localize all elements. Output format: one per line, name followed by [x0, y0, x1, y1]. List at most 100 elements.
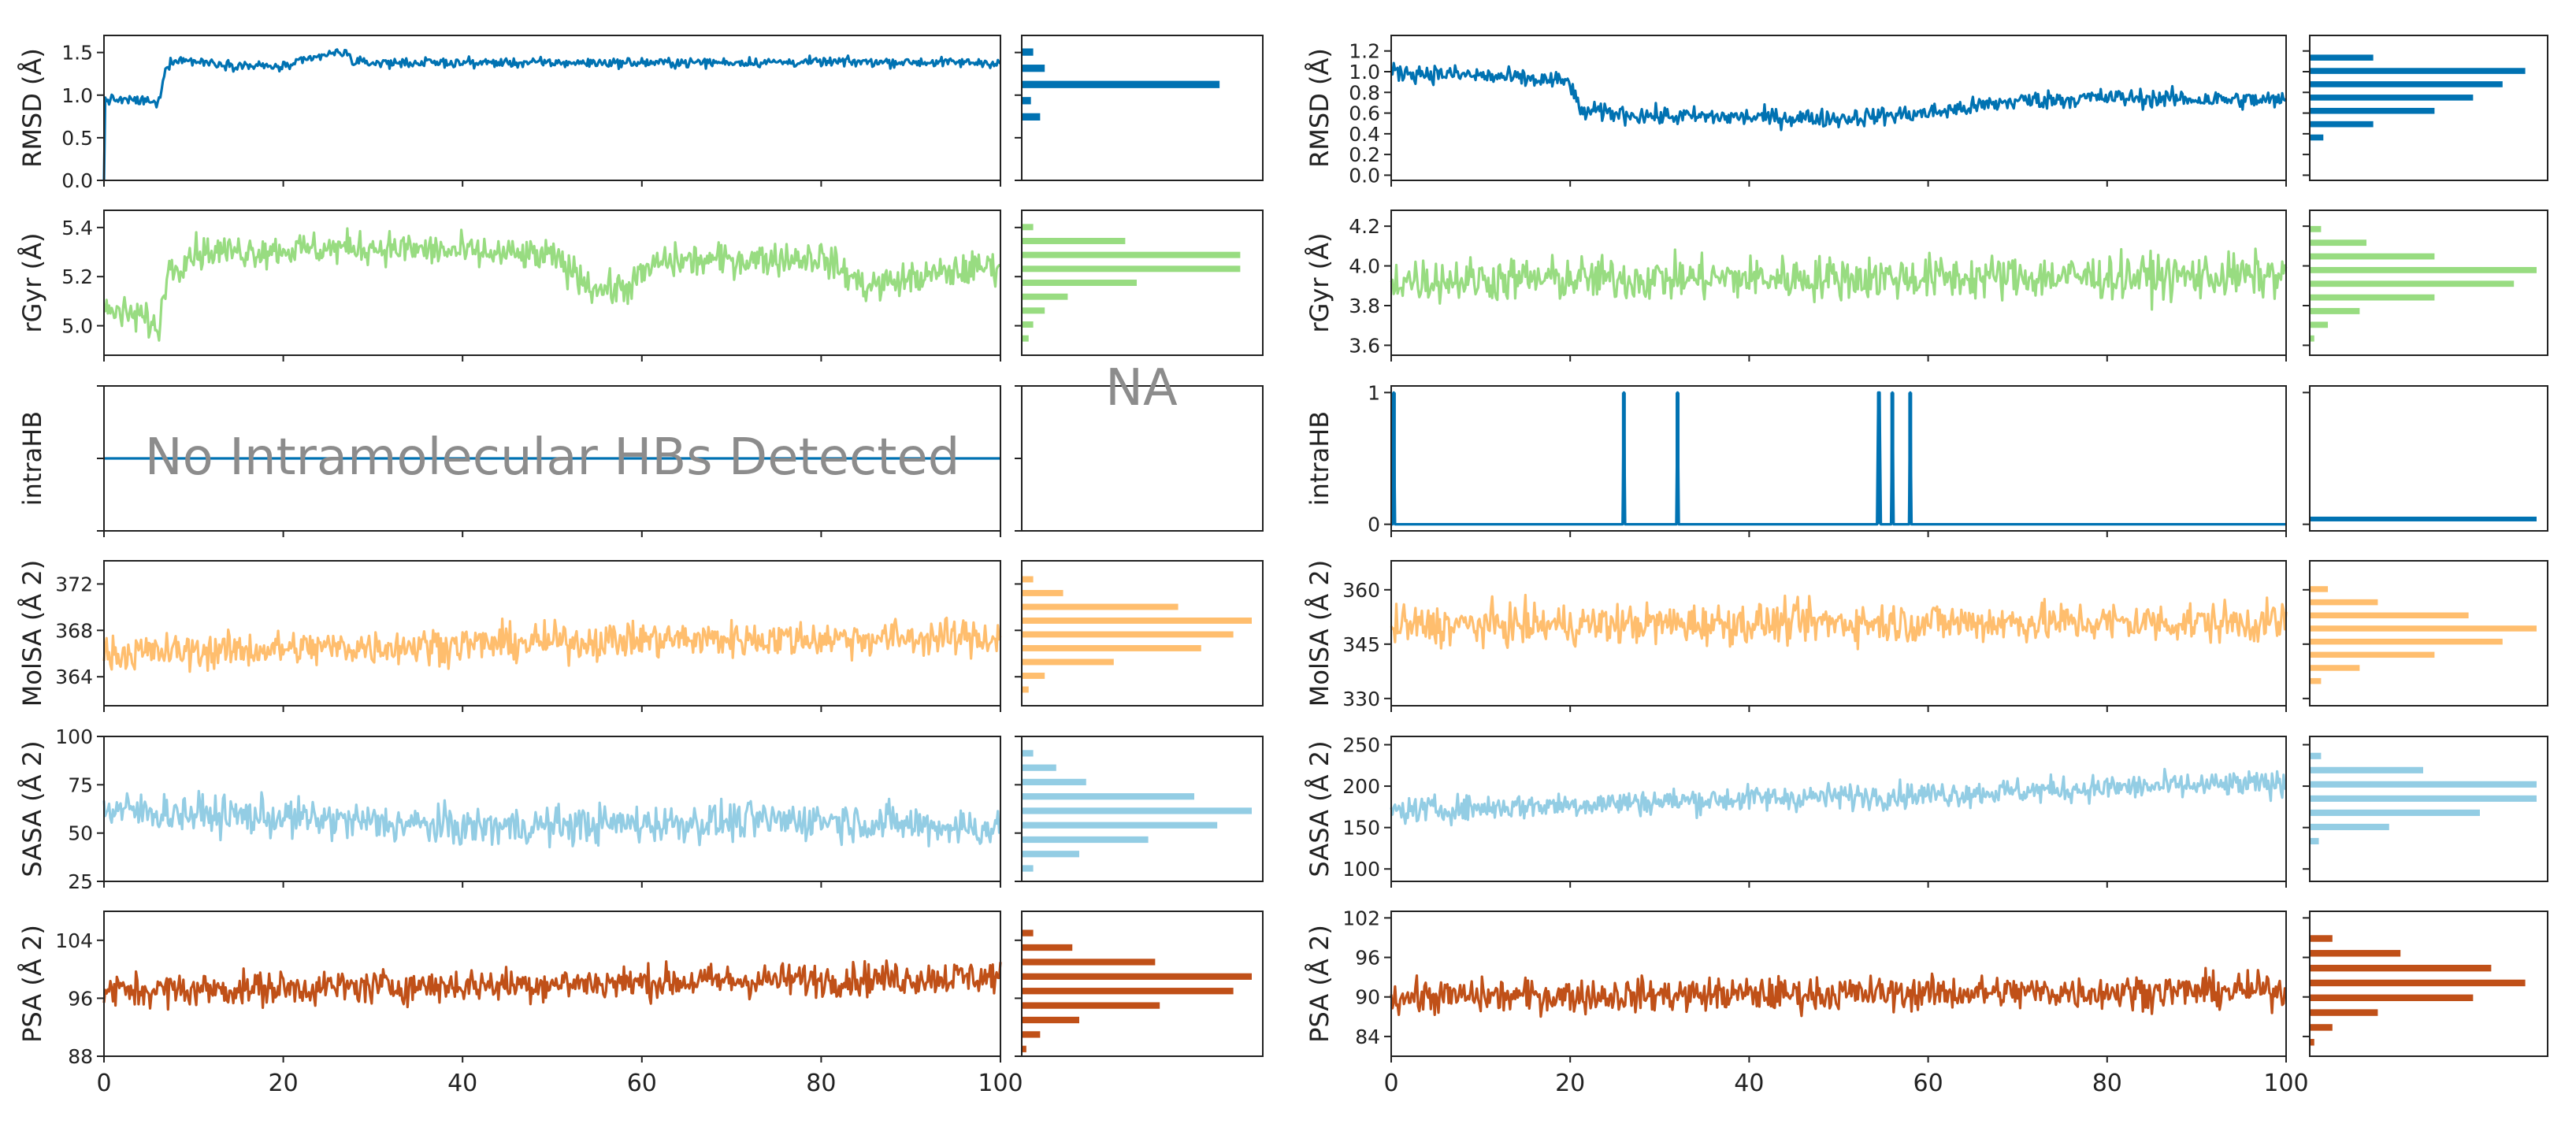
- rmsd-hist-bar: [1022, 65, 1045, 72]
- molsa-axes-frame: [1390, 560, 2287, 707]
- x-tick-label: 0: [96, 1070, 111, 1097]
- sasa-hist-bar: [1022, 822, 1218, 829]
- rgyr-hist-bar: [1022, 321, 1034, 328]
- y-tick-label: 4.2: [1349, 215, 1380, 238]
- psa-hist-bar: [1022, 973, 1252, 980]
- molsa-y-axis-label: MolSA (Å 2): [17, 560, 47, 707]
- rmsd-hist-bar: [2310, 121, 2374, 128]
- rgyr-hist-bar: [1022, 265, 1241, 273]
- molsa-y-axis-label: MolSA (Å 2): [1305, 560, 1334, 707]
- sasa-y-axis-label: SASA (Å 2): [1305, 740, 1334, 877]
- rgyr-hist-bar: [2310, 239, 2366, 247]
- molsa-hist-bar: [1022, 673, 1045, 679]
- rgyr-hist-bar: [1022, 335, 1029, 342]
- y-tick-label: 0.6: [1349, 102, 1380, 125]
- y-tick-label: 372: [55, 573, 93, 595]
- sasa-hist-bar: [2310, 781, 2537, 788]
- psa-axes-frame: [103, 911, 1001, 1057]
- y-tick-label: 0.4: [1349, 123, 1380, 146]
- row-psa: 84 90 96 102 PSA (Å 2): [1305, 907, 2548, 1063]
- y-tick-label: 364: [55, 666, 93, 688]
- sasa-hist-bar: [2310, 752, 2322, 759]
- y-tick-label: 150: [1342, 817, 1380, 840]
- y-tick-label: 1: [1368, 381, 1380, 404]
- row-sasa: 25 50 75 100 SASA (Å 2): [17, 725, 1264, 893]
- y-tick-label: 1.0: [61, 84, 93, 107]
- row-molsa: 364 368 372 MolSA (Å 2): [17, 560, 1264, 712]
- rgyr-hist-bar: [1022, 224, 1034, 231]
- rgyr-y-axis-label: rGyr (Å): [17, 232, 47, 332]
- molsa-hist-bar: [1022, 618, 1252, 624]
- psa-hist-bar: [2310, 1024, 2333, 1031]
- molsa-hist-bar: [1022, 686, 1029, 693]
- y-tick-label: 0.2: [1349, 143, 1380, 166]
- rgyr-hist-bar: [2310, 308, 2360, 314]
- panel-left: 0.0 0.5 1.0 1.5 RMSD (Å) 5.0 5.2 5.4 rGyr (Å) int…: [17, 35, 1264, 1097]
- molsa-hist-bar: [1022, 603, 1179, 610]
- rmsd-hist-frame: [2309, 35, 2548, 181]
- rgyr-hist-frame: [2309, 210, 2548, 356]
- psa-hist-bar: [1022, 1002, 1160, 1009]
- y-tick-label: 84: [1355, 1026, 1380, 1048]
- x-tick-label: 0: [1383, 1070, 1398, 1097]
- molsa-axes-frame: [103, 560, 1001, 707]
- y-tick-label: 368: [55, 619, 93, 642]
- y-tick-label: 330: [1342, 688, 1380, 710]
- row-sasa: 100 150 200 250 SASA (Å 2): [1305, 734, 2548, 888]
- psa-hist-bar: [2310, 964, 2492, 972]
- psa-hist-frame: [1021, 911, 1264, 1057]
- intrahb-axes-frame: [1390, 385, 2287, 532]
- molsa-series-line: [102, 616, 1002, 673]
- rmsd-axes-frame: [103, 35, 1001, 181]
- rgyr-axes-frame: [103, 210, 1001, 356]
- y-tick-label: 25: [68, 870, 93, 893]
- y-tick-label: 88: [68, 1045, 93, 1068]
- psa-hist-bar: [1022, 929, 1034, 937]
- rgyr-hist-bar: [1022, 307, 1045, 314]
- molsa-hist-frame: [2309, 560, 2548, 707]
- sasa-hist-bar: [2310, 809, 2480, 816]
- psa-hist-bar: [2310, 994, 2474, 1002]
- psa-y-axis-label: PSA (Å 2): [1305, 925, 1334, 1043]
- rgyr-hist-bar: [2310, 253, 2435, 260]
- y-tick-label: 200: [1342, 775, 1380, 798]
- x-tick-label: 20: [269, 1070, 299, 1097]
- psa-hist-frame: [2309, 911, 2548, 1057]
- rmsd-hist-bar: [1022, 80, 1220, 88]
- rmsd-series-line: [102, 48, 1002, 181]
- x-tick-label: 40: [447, 1070, 477, 1097]
- psa-hist-bar: [1022, 944, 1073, 951]
- rmsd-axes-frame: [1390, 35, 2287, 181]
- rgyr-hist-bar: [2310, 225, 2322, 232]
- y-tick-label: 0.0: [61, 169, 93, 192]
- psa-hist-bar: [1022, 959, 1156, 966]
- x-tick-label: 60: [627, 1070, 657, 1097]
- psa-hist-bar: [2310, 950, 2401, 957]
- rmsd-hist-bar: [2310, 81, 2503, 87]
- rgyr-hist-bar: [2310, 294, 2435, 301]
- row-rgyr: 3.6 3.8 4.0 4.2 rGyr (Å): [1305, 210, 2548, 362]
- rmsd-hist-bar: [1022, 113, 1041, 121]
- rgyr-y-axis-label: rGyr (Å): [1305, 232, 1334, 332]
- rmsd-hist-frame: [1021, 35, 1264, 181]
- rmsd-y-axis-label: RMSD (Å): [17, 48, 47, 168]
- psa-series-line: [1390, 966, 2288, 1018]
- y-tick-label: 0.0: [1349, 164, 1380, 187]
- row-rgyr: 5.0 5.2 5.4 rGyr (Å): [17, 210, 1264, 362]
- y-tick-label: 90: [1355, 986, 1380, 1009]
- rmsd-hist-bar: [1022, 48, 1034, 56]
- sasa-hist-bar: [1022, 793, 1194, 800]
- rmsd-hist-bar: [2310, 54, 2374, 61]
- x-tick-label: 80: [806, 1070, 836, 1097]
- psa-hist-bar: [2310, 979, 2526, 987]
- x-tick-label: 40: [1734, 1070, 1764, 1097]
- rgyr-axes-frame: [1390, 210, 2287, 356]
- na-annotation: NA: [1105, 359, 1178, 417]
- sasa-series-line: [1390, 767, 2287, 827]
- intrahb-series-line: [1390, 391, 2286, 526]
- y-tick-label: 5.0: [61, 315, 93, 338]
- row-intrahb: 0 1 intraHB: [1305, 381, 2548, 537]
- y-tick-label: 5.4: [61, 217, 93, 239]
- y-tick-label: 50: [68, 822, 93, 845]
